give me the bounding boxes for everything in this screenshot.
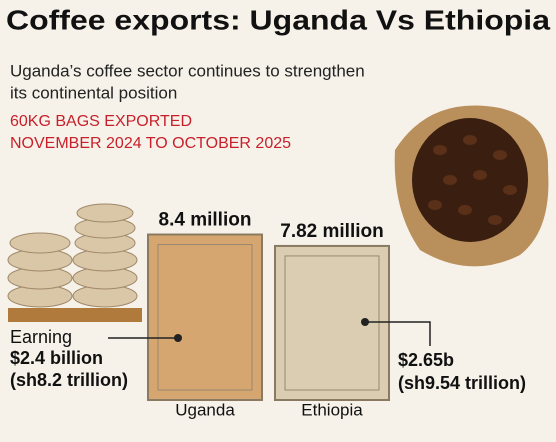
- subtitle: Uganda’s coffee sector continues to stre…: [10, 61, 365, 80]
- value-label: 8.4 million: [159, 210, 252, 231]
- value-label: 7.82 million: [280, 221, 383, 242]
- annotation: Earning: [10, 327, 72, 347]
- leader-line: [365, 321, 431, 346]
- bar: [147, 233, 263, 401]
- leader-dot: [361, 318, 369, 326]
- annotation: (sh8.2 trillion): [10, 370, 128, 390]
- measure: 60KG BAGS EXPORTED: [10, 113, 192, 130]
- bar-inner: [284, 255, 380, 391]
- x-tick-label: Uganda: [175, 400, 235, 419]
- bar-inner: [157, 244, 253, 391]
- annotation: $2.65b: [398, 350, 454, 370]
- annotation: (sh9.54 trillion): [398, 373, 526, 393]
- coffee-bag-illustration: [394, 105, 549, 267]
- subtitle: its continental position: [10, 83, 177, 102]
- sacks-illustration: [7, 203, 142, 322]
- bar: [274, 244, 390, 401]
- annotation: $2.4 billion: [10, 348, 103, 368]
- chart-title: Coffee exports: Uganda Vs Ethiopia: [6, 4, 550, 35]
- x-tick-label: Ethiopia: [301, 400, 363, 419]
- leader-dot: [174, 334, 182, 342]
- measure: NOVEMBER 2024 TO OCTOBER 2025: [10, 135, 291, 152]
